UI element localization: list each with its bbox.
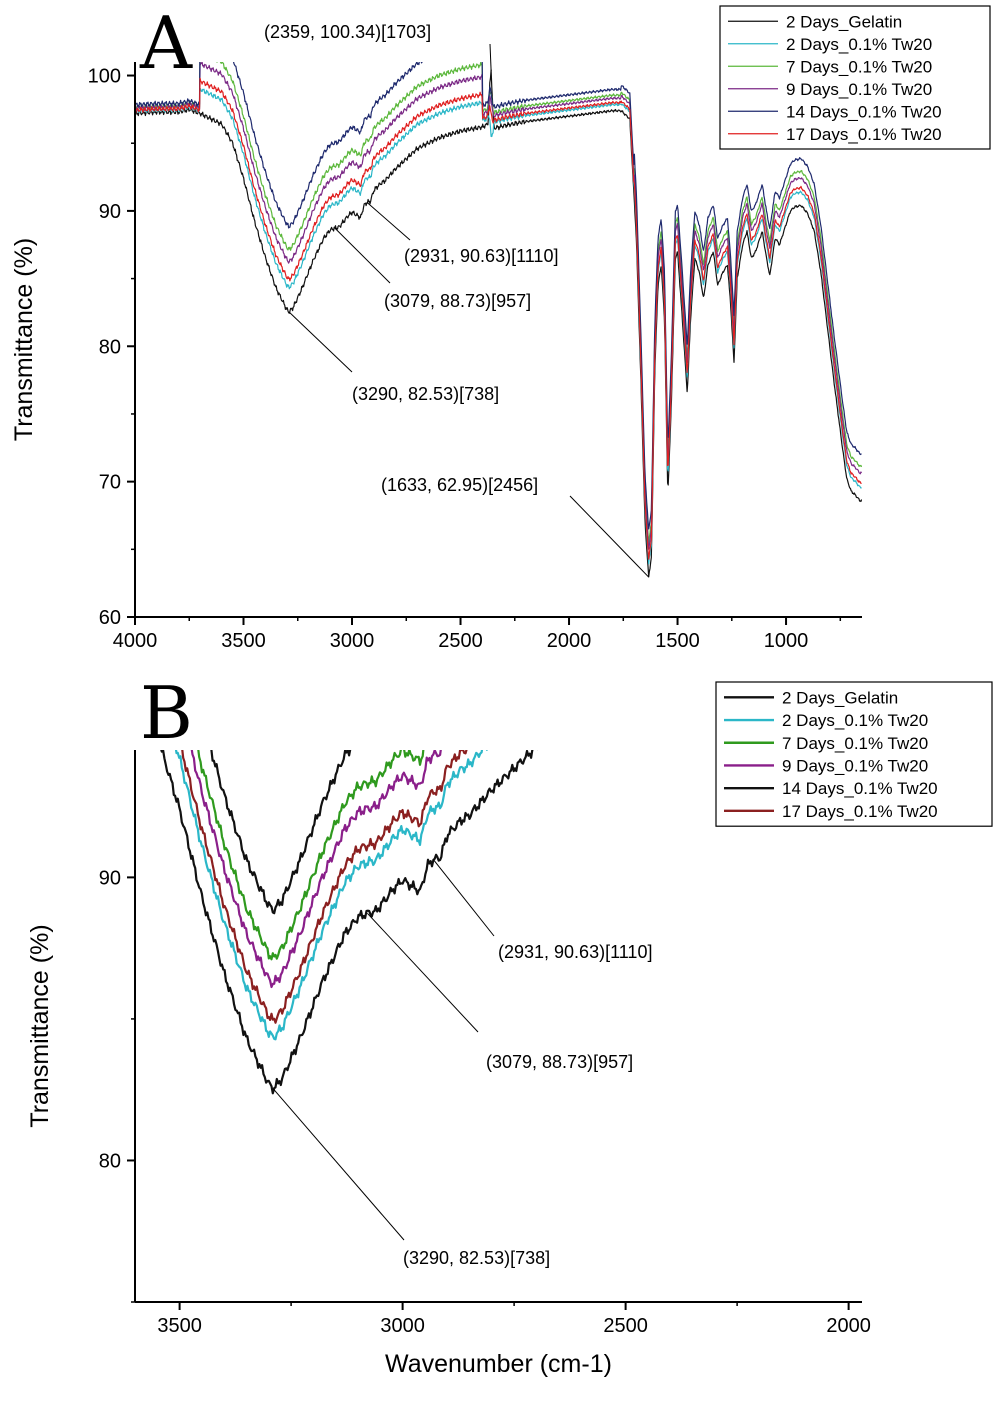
legend-label: 7 Days_0.1% Tw20 [786,57,932,76]
series-line [160,750,539,1095]
series-line [135,62,862,530]
legend-label: 7 Days_0.1% Tw20 [782,734,928,753]
annotation-leader [334,227,391,284]
x-tick-label: 3000 [380,1315,425,1337]
panel-letter: B [140,671,193,755]
x-tick-label: 2500 [603,1315,648,1337]
legend-box [719,5,991,150]
series-line [197,750,425,961]
legend-label: 2 Days_0.1% Tw20 [786,35,932,54]
x-tick-label: 4000 [113,630,158,652]
series-line [190,750,442,989]
x-tick-label: 2000 [547,630,592,652]
series-line [181,750,468,1024]
y-tick-label: 80 [99,1150,121,1172]
panel-letter: A [139,1,193,85]
y-tick-label: 100 [88,66,121,88]
x-tick-label: 1500 [655,630,700,652]
legend-label: 17 Days_0.1% Tw20 [786,125,942,144]
series-line [135,69,862,578]
annotation-leader [489,43,492,71]
y-axis-title: Transmittance (%) [26,924,54,1127]
series-line [135,62,862,545]
x-tick-label: 3500 [221,630,266,652]
series-group [135,62,862,578]
series-line [174,750,488,1041]
y-tick-label: 60 [99,607,121,629]
annotation-leader [272,1088,405,1241]
y-tick-label: 80 [99,336,121,358]
y-axis-title: Transmittance (%) [10,238,38,441]
legend-label: 9 Days_0.1% Tw20 [782,756,928,775]
x-tick-label: 2500 [438,630,483,652]
annotation-leader [432,859,495,937]
annotation-label: (2931, 90.63)[1110] [498,942,652,962]
y-tick-label: 90 [99,867,121,889]
annotation-label: (2931, 90.63)[1110] [404,246,558,266]
panel-b: 3500 3000 2500 2000 80 90 Transmittance (%) Wav… [26,671,993,1378]
series-group [160,750,539,1095]
x-tick-label: 3500 [157,1315,202,1337]
legend-label: 17 Days_0.1% Tw20 [782,802,938,821]
legend-label: 9 Days_0.1% Tw20 [786,80,932,99]
y-tick-label: 90 [99,201,121,223]
panel-a: 4000 3500 3000 2500 2000 1500 1000 60 70 80 90 100 T… [10,1,991,652]
annotation-leader [367,912,479,1033]
legend-label: 2 Days_0.1% Tw20 [782,711,928,730]
annotation-label: (1633, 62.95)[2456] [381,475,538,495]
legend-label: 2 Days_Gelatin [786,12,902,31]
legend-label: 14 Days_0.1% Tw20 [786,102,942,121]
legend-box [715,681,993,827]
annotation-label: (3079, 88.73)[957] [486,1052,633,1072]
annotation-leader [569,495,650,578]
x-tick-label: 1000 [764,630,809,652]
legend-label: 14 Days_0.1% Tw20 [782,779,938,798]
annotation-leader [288,311,353,373]
x-tick-label: 3000 [330,630,375,652]
x-axis-title: Wavenumber (cm-1) [385,1350,612,1378]
annotation-label: (3290, 82.53)[738] [352,384,499,404]
x-tick-label: 2000 [826,1315,871,1337]
annotation-label: (2359, 100.34)[1703] [264,22,431,42]
series-line [135,77,862,560]
annotation-label: (3290, 82.53)[738] [403,1248,550,1268]
y-tick-label: 70 [99,472,121,494]
series-line [210,750,352,915]
annotation-leader [366,201,411,241]
legend-label: 2 Days_Gelatin [782,688,898,707]
annotation-label: (3079, 88.73)[957] [384,291,531,311]
